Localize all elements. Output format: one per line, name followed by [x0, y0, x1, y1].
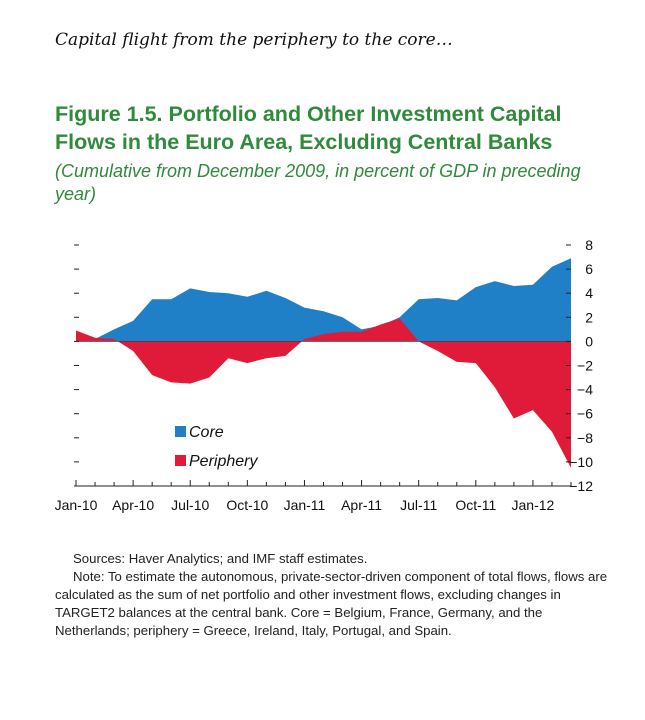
y-tick-label: −12 — [569, 478, 593, 494]
y-tick-label: 6 — [585, 261, 593, 277]
y-tick-label: 4 — [585, 285, 593, 301]
y-tick-label: 2 — [585, 309, 593, 325]
x-tick-label: Apr-10 — [112, 497, 154, 513]
x-tick-label: Oct-11 — [455, 497, 496, 513]
x-tick-label: Apr-11 — [341, 497, 382, 513]
x-tick-label: Jan-11 — [284, 497, 326, 513]
y-tick-label: 0 — [585, 333, 593, 349]
x-tick-label: Oct-10 — [226, 497, 268, 513]
legend-label-periphery: Periphery — [189, 453, 258, 470]
sources-note: Sources: Haver Analytics; and IMF staff … — [73, 551, 368, 566]
methodology-note: Note: To estimate the autonomous, privat… — [55, 569, 608, 638]
y-tick-label: −10 — [569, 454, 593, 470]
y-tick-label: −8 — [577, 430, 593, 446]
kicker-text: Capital flight from the periphery to the… — [55, 30, 453, 50]
y-tick-label: −6 — [577, 406, 593, 422]
x-tick-label: Jul-10 — [171, 497, 209, 513]
periphery-area — [76, 318, 571, 468]
x-tick-label: Jan-12 — [512, 497, 555, 513]
figure-subtitle: (Cumulative from December 2009, in perce… — [55, 161, 581, 204]
x-tick-label: Jan-10 — [55, 497, 98, 513]
y-tick-label: −2 — [577, 358, 593, 374]
legend-swatch-periphery — [175, 455, 186, 466]
notes-block: Sources: Haver Analytics; and IMF staff … — [55, 550, 615, 640]
legend-swatch-core — [175, 426, 186, 437]
core-area — [76, 258, 571, 342]
y-tick-label: 8 — [585, 237, 593, 253]
y-tick-label: −4 — [577, 382, 593, 398]
legend-label-core: Core — [189, 424, 224, 441]
figure-title: Figure 1.5. Portfolio and Other Investme… — [55, 102, 562, 154]
x-tick-label: Jul-11 — [400, 497, 437, 513]
